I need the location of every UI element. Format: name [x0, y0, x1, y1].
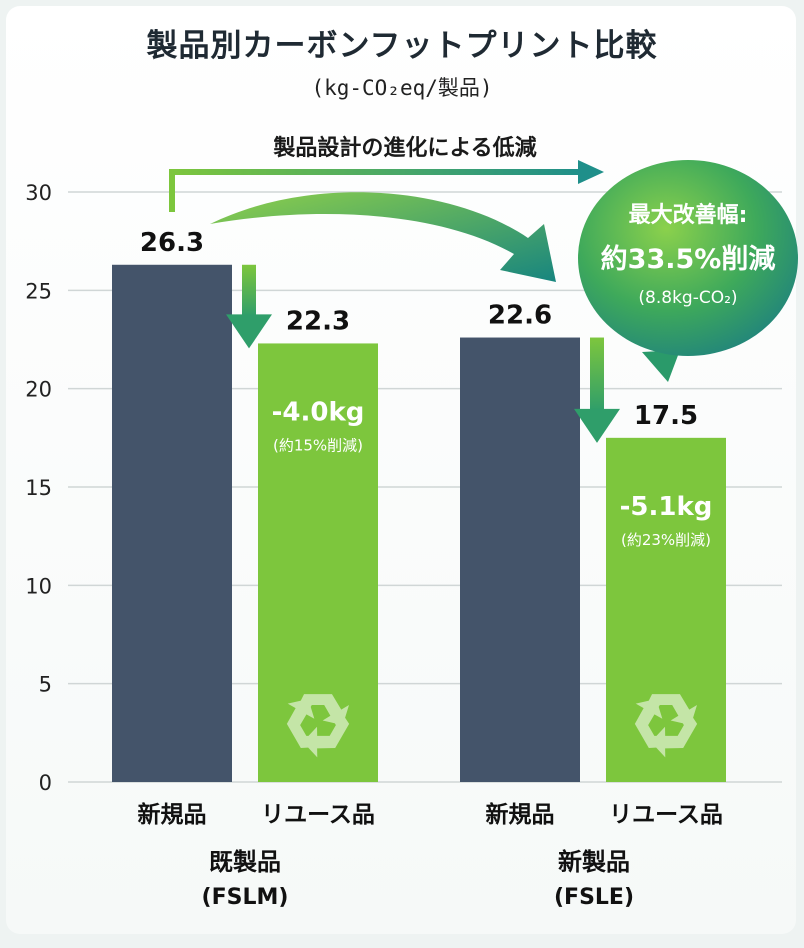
category-label: 新規品 [486, 801, 555, 828]
recycle-icon [634, 694, 698, 758]
reduction-percent: (約23%削減) [621, 531, 711, 549]
reduction-arrow-head [574, 408, 620, 443]
group-code: (FSLM) [202, 885, 289, 910]
reduction-arrow-head [226, 314, 272, 349]
y-tick-label: 10 [25, 574, 52, 598]
design-arrow-head [578, 160, 604, 184]
bar-reuse [606, 437, 726, 782]
y-tick-label: 5 [39, 673, 52, 697]
chart-subtitle: (kg-CO₂eq/製品) [311, 76, 493, 100]
y-tick-label: 0 [39, 771, 52, 795]
bar-value-label: 22.3 [286, 306, 350, 336]
bar-value-label: 26.3 [140, 228, 204, 258]
group-label: 新製品 [558, 848, 630, 876]
bubble-line-2: 約33.5%削減 [601, 243, 776, 275]
max-reduction-bubble: 最大改善幅: 約33.5%削減 (8.8kg-CO₂) [578, 160, 798, 382]
category-label: リユース品 [609, 802, 723, 828]
bar-reuse [258, 343, 378, 782]
y-tick-label: 30 [25, 181, 52, 205]
category-label: 新規品 [138, 801, 207, 828]
group-label: 既製品 [209, 848, 281, 876]
chart-title: 製品別カーボンフットプリント比較 [146, 28, 658, 64]
bar-new [112, 264, 232, 782]
y-tick-label: 20 [25, 378, 52, 402]
bubble-line-3: (8.8kg-CO₂) [638, 288, 737, 308]
bar-value-label: 17.5 [634, 401, 698, 431]
reduction-amount: -4.0kg [272, 397, 365, 427]
design-arrow-label: 製品設計の進化による低減 [272, 135, 536, 161]
category-label: リユース品 [261, 802, 375, 828]
design-arrow-line [169, 169, 580, 212]
curved-arrow [210, 192, 556, 282]
y-tick-label: 15 [25, 476, 52, 500]
group-code: (FSLE) [554, 885, 634, 910]
y-tick-label: 25 [25, 279, 52, 303]
reduction-arrow-shaft [242, 264, 256, 317]
reduction-percent: (約15%削減) [273, 436, 363, 454]
bubble-line-1: 最大改善幅: [629, 202, 748, 228]
reduction-amount: -5.1kg [620, 492, 713, 522]
recycle-icon [286, 694, 350, 758]
reduction-arrow-shaft [590, 337, 604, 411]
bar-value-label: 22.6 [488, 301, 552, 331]
bar-new [460, 337, 580, 782]
